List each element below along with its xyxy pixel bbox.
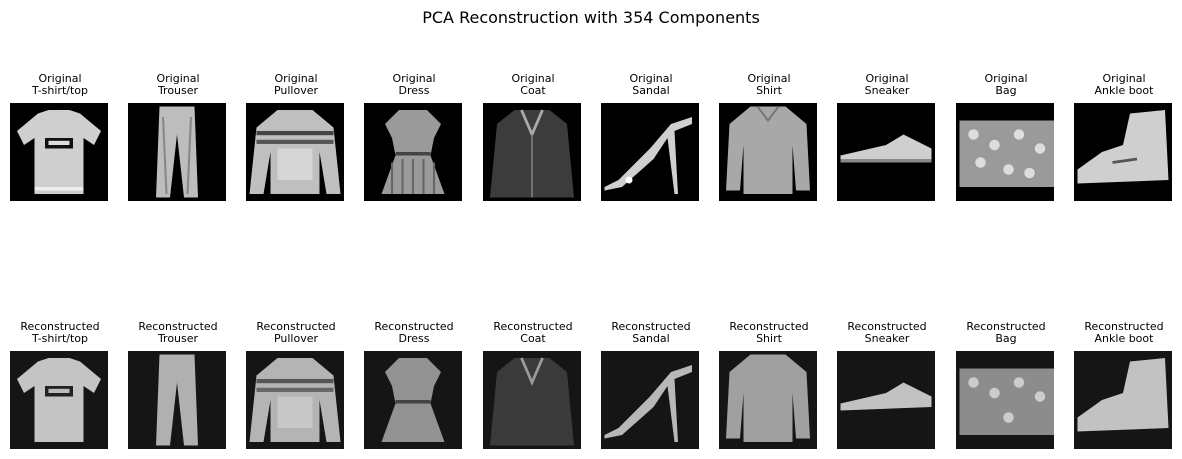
- reconstructed-tshirt-cell: Reconstructed T-shirt/top: [10, 320, 110, 449]
- caption-prefix: Original: [38, 72, 82, 85]
- original-tshirt-cell: Original T-shirt/top: [10, 72, 110, 201]
- original-ankle-boot-cell: Original Ankle boot: [1074, 72, 1174, 201]
- caption-label: Bag: [995, 84, 1017, 97]
- bag-image: [956, 103, 1054, 201]
- caption-label: Sneaker: [864, 332, 910, 345]
- caption-label: Trouser: [157, 84, 199, 97]
- coat-image: [483, 103, 581, 201]
- caption-label: Shirt: [756, 332, 782, 345]
- caption-prefix: Reconstructed: [729, 320, 809, 333]
- trouser-image: [128, 103, 226, 201]
- sandal-image: [601, 351, 699, 449]
- caption-prefix: Original: [984, 72, 1028, 85]
- shirt-image: [719, 103, 817, 201]
- caption-prefix: Original: [156, 72, 200, 85]
- caption-prefix: Reconstructed: [611, 320, 691, 333]
- caption-label: T-shirt/top: [31, 84, 88, 97]
- reconstructed-trouser-cell: Reconstructed Trouser: [128, 320, 228, 449]
- caption-label: Dress: [398, 332, 430, 345]
- caption-prefix: Reconstructed: [138, 320, 218, 333]
- caption-label: Sandal: [632, 84, 670, 97]
- bag-image: [956, 351, 1054, 449]
- ankle-boot-image: [1074, 103, 1172, 201]
- reconstructed-sneaker-cell: Reconstructed Sneaker: [837, 320, 937, 449]
- original-pullover-cell: Original Pullover: [246, 72, 346, 201]
- caption-prefix: Original: [747, 72, 791, 85]
- caption-label: Pullover: [273, 84, 319, 97]
- caption-prefix: Reconstructed: [847, 320, 927, 333]
- reconstructed-bag-cell: Reconstructed Bag: [956, 320, 1056, 449]
- caption-prefix: Original: [865, 72, 909, 85]
- caption-label: Bag: [995, 332, 1017, 345]
- dress-image: [364, 351, 462, 449]
- tshirt-image: [10, 351, 108, 449]
- original-bag-cell: Original Bag: [956, 72, 1056, 201]
- reconstructed-ankle-boot-cell: Reconstructed Ankle boot: [1074, 320, 1174, 449]
- caption-label: Sandal: [632, 332, 670, 345]
- caption-label: Pullover: [273, 332, 319, 345]
- reconstructed-sandal-cell: Reconstructed Sandal: [601, 320, 701, 449]
- reconstructed-coat-cell: Reconstructed Coat: [483, 320, 583, 449]
- caption-label: Ankle boot: [1094, 332, 1154, 345]
- original-dress-cell: Original Dress: [364, 72, 464, 201]
- caption-prefix: Reconstructed: [1084, 320, 1164, 333]
- sneaker-image: [837, 351, 935, 449]
- caption-prefix: Original: [629, 72, 673, 85]
- trouser-image: [128, 351, 226, 449]
- caption-label: Shirt: [756, 84, 782, 97]
- caption-prefix: Original: [511, 72, 555, 85]
- ankle-boot-image: [1074, 351, 1172, 449]
- caption-prefix: Reconstructed: [20, 320, 100, 333]
- caption-prefix: Original: [274, 72, 318, 85]
- pullover-image: [246, 351, 344, 449]
- original-sandal-cell: Original Sandal: [601, 72, 701, 201]
- sneaker-image: [837, 103, 935, 201]
- original-trouser-cell: Original Trouser: [128, 72, 228, 201]
- caption-label: Sneaker: [864, 84, 910, 97]
- reconstructed-pullover-cell: Reconstructed Pullover: [246, 320, 346, 449]
- reconstructed-dress-cell: Reconstructed Dress: [364, 320, 464, 449]
- shirt-image: [719, 351, 817, 449]
- pullover-image: [246, 103, 344, 201]
- sandal-image: [601, 103, 699, 201]
- caption-prefix: Reconstructed: [256, 320, 336, 333]
- original-coat-cell: Original Coat: [483, 72, 583, 201]
- caption-prefix: Reconstructed: [493, 320, 573, 333]
- caption-prefix: Reconstructed: [374, 320, 454, 333]
- caption-prefix: Reconstructed: [966, 320, 1046, 333]
- caption-label: Coat: [520, 84, 546, 97]
- coat-image: [483, 351, 581, 449]
- dress-image: [364, 103, 462, 201]
- reconstructed-shirt-cell: Reconstructed Shirt: [719, 320, 819, 449]
- caption-prefix: Original: [392, 72, 436, 85]
- caption-label: Trouser: [157, 332, 199, 345]
- caption-label: Dress: [398, 84, 430, 97]
- caption-prefix: Original: [1102, 72, 1146, 85]
- original-shirt-cell: Original Shirt: [719, 72, 819, 201]
- caption-label: Coat: [520, 332, 546, 345]
- figure-title: PCA Reconstruction with 354 Components: [422, 8, 760, 27]
- caption-label: Ankle boot: [1094, 84, 1154, 97]
- original-sneaker-cell: Original Sneaker: [837, 72, 937, 201]
- tshirt-image: [10, 103, 108, 201]
- caption-label: T-shirt/top: [31, 332, 88, 345]
